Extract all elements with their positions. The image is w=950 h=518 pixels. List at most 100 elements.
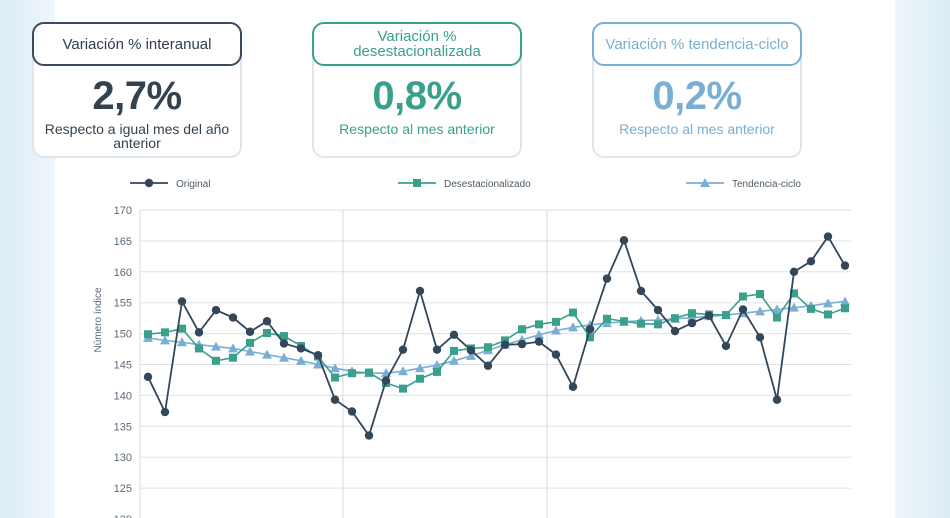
data-point-original	[704, 311, 714, 320]
y-tick-label: 130	[114, 452, 132, 464]
data-point-desestacionalizado	[739, 292, 747, 301]
card-tendencia: Variación % tendencia-ciclo 0,2% Respect…	[592, 22, 802, 158]
data-point-original	[500, 340, 510, 349]
data-point-desestacionalizado	[569, 308, 577, 317]
data-point-original	[194, 328, 204, 337]
card-desestacionalizada-note: Respecto al mes anterior	[339, 121, 495, 137]
data-point-desestacionalizado	[773, 313, 781, 322]
data-point-original	[415, 286, 425, 296]
series-line-original	[147, 234, 846, 438]
data-point-tendencia	[330, 363, 340, 373]
y-tick-label: 120	[114, 514, 132, 518]
data-point-tendencia	[840, 296, 850, 306]
y-tick-label: 165	[114, 236, 132, 248]
data-point-original	[432, 345, 442, 354]
card-tendencia-title: Variación % tendencia-ciclo	[592, 22, 802, 66]
data-point-tendencia	[415, 363, 425, 373]
data-point-tendencia	[279, 352, 289, 362]
data-point-original	[823, 232, 833, 241]
data-point-tendencia	[313, 359, 323, 369]
data-point-original	[364, 431, 374, 440]
data-point-desestacionalizado	[178, 324, 186, 333]
data-point-original	[449, 330, 459, 340]
data-point-original	[466, 346, 476, 355]
data-point-original	[160, 407, 170, 417]
data-point-original	[211, 305, 221, 315]
data-point-desestacionalizado	[161, 328, 169, 337]
data-point-original	[585, 325, 595, 334]
data-point-original	[330, 395, 340, 404]
data-point-tendencia	[823, 298, 833, 308]
data-point-desestacionalizado	[620, 317, 628, 326]
data-point-original	[670, 326, 680, 336]
legend-label-tendencia: Tendencia-ciclo	[732, 179, 801, 190]
data-point-original	[602, 274, 612, 283]
data-point-desestacionalizado	[280, 332, 288, 341]
data-point-desestacionalizado	[229, 353, 237, 362]
data-point-tendencia	[296, 355, 306, 365]
data-point-original	[483, 361, 493, 370]
y-tick-label: 135	[114, 421, 132, 433]
data-point-original	[313, 351, 323, 360]
data-point-original	[636, 286, 646, 296]
data-point-original	[619, 236, 629, 245]
data-point-tendencia	[551, 325, 561, 335]
data-point-original	[721, 341, 731, 351]
data-point-original	[347, 407, 357, 416]
data-point-original	[262, 317, 272, 326]
data-point-desestacionalizado	[212, 356, 220, 365]
y-tick-label: 125	[114, 483, 132, 495]
data-point-desestacionalizado	[603, 314, 611, 323]
card-interanual-value: 2,7%	[92, 74, 182, 118]
data-point-desestacionalizado	[790, 289, 798, 298]
data-point-tendencia	[466, 350, 476, 360]
data-point-tendencia	[245, 346, 255, 356]
data-point-desestacionalizado	[807, 304, 815, 313]
data-point-original	[772, 395, 782, 404]
data-point-original	[517, 339, 527, 349]
data-point-original	[534, 337, 544, 346]
data-point-tendencia	[211, 341, 221, 351]
data-point-original	[381, 376, 391, 385]
data-point-desestacionalizado	[331, 373, 339, 382]
data-point-desestacionalizado	[552, 317, 560, 326]
data-point-desestacionalizado	[450, 346, 458, 355]
data-point-desestacionalizado	[416, 374, 424, 383]
legend-marker-desestacionalizado	[413, 179, 421, 187]
card-desestacionalizada-title: Variación % desestacionalizada	[312, 22, 522, 66]
data-point-tendencia	[160, 335, 170, 345]
data-point-desestacionalizado	[501, 336, 509, 345]
data-point-original	[143, 372, 153, 382]
data-point-tendencia	[177, 337, 187, 347]
data-point-original	[296, 344, 306, 353]
data-point-desestacionalizado	[399, 384, 407, 393]
data-point-desestacionalizado	[348, 369, 356, 378]
data-point-desestacionalizado	[722, 311, 730, 320]
y-tick-label: 155	[114, 298, 132, 310]
data-point-desestacionalizado	[518, 325, 526, 334]
data-point-tendencia	[789, 302, 799, 312]
card-interanual-note: Respecto a igual mes del año anterior	[44, 121, 230, 151]
data-point-tendencia	[568, 322, 578, 332]
data-point-desestacionalizado	[824, 310, 832, 319]
data-point-original	[177, 297, 187, 306]
data-point-desestacionalizado	[535, 320, 543, 329]
data-point-original	[738, 305, 748, 314]
data-point-desestacionalizado	[688, 309, 696, 318]
data-point-tendencia	[398, 366, 408, 376]
data-point-tendencia	[534, 329, 544, 339]
data-point-desestacionalizado	[263, 328, 271, 337]
data-point-original	[653, 305, 663, 315]
y-tick-label: 150	[114, 329, 132, 341]
data-point-tendencia	[755, 306, 765, 316]
data-point-desestacionalizado	[654, 320, 662, 329]
legend-marker-tendencia	[700, 178, 710, 187]
data-point-original	[806, 257, 816, 266]
legend-label-original: Original	[176, 179, 210, 190]
data-point-desestacionalizado	[144, 330, 152, 339]
data-point-original	[755, 333, 765, 342]
card-interanual-title: Variación % interanual	[32, 22, 242, 66]
data-point-original	[245, 327, 255, 336]
data-point-desestacionalizado	[756, 290, 764, 299]
card-desestacionalizada: Variación % desestacionalizada 0,8% Resp…	[312, 22, 522, 158]
